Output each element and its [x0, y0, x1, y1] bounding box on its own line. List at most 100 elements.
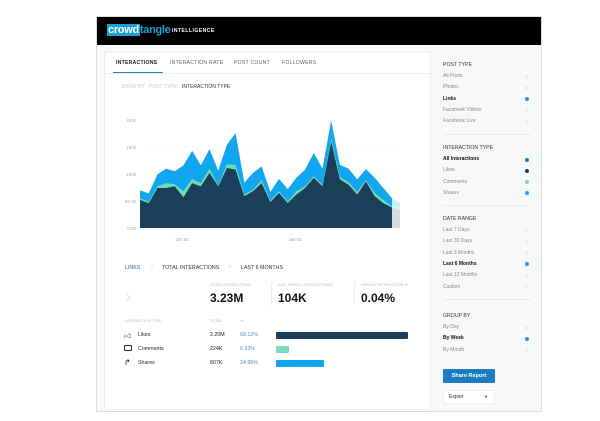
- metric-label: WEEKLY INTERACTION %: [361, 283, 408, 287]
- metric-label: TOTAL INTERACTIONS: [210, 283, 252, 287]
- row-total: 224K: [210, 346, 223, 352]
- breadcrumb-separator: ›: [151, 264, 153, 270]
- show-by-interaction-type[interactable]: INTERACTION TYPE: [182, 84, 231, 90]
- y-tick: 200k: [126, 118, 136, 123]
- row-name: Shares: [138, 360, 155, 366]
- filter-by-week[interactable]: By Week: [443, 335, 464, 342]
- metric-value: 0.04%: [361, 291, 396, 305]
- filter-sidebar: [432, 52, 540, 410]
- radio-dot-icon[interactable]: [525, 168, 529, 173]
- show-by-label: SHOW BY: [121, 84, 145, 90]
- filter-all-interactions[interactable]: All Interactions: [443, 156, 480, 162]
- logo-part: tangle: [139, 24, 171, 36]
- radio-dot-icon[interactable]: [525, 97, 529, 102]
- x-tick: Jan 01: [288, 237, 302, 242]
- section-group-by-title: GROUP BY: [443, 313, 471, 319]
- section-date-range-title: DATE RANGE: [443, 216, 477, 222]
- radio-dot-icon[interactable]: [525, 119, 529, 124]
- breadcrumb-last-6-months[interactable]: LAST 6 MONTHS: [241, 265, 283, 271]
- column-header: INTERACTION TYPE: [125, 319, 162, 323]
- divider: [443, 298, 531, 300]
- filter-comments[interactable]: Comments: [443, 178, 468, 185]
- caret-down-icon: ▼: [484, 394, 488, 399]
- tab-interaction-rate[interactable]: INTERACTION RATE: [170, 60, 224, 66]
- metric-value: 3.23M: [210, 291, 244, 305]
- y-tick: 50.0k: [124, 199, 136, 204]
- share-report-button[interactable]: Share Report: [443, 369, 495, 383]
- breadcrumb-total-interactions[interactable]: TOTAL INTERACTIONS: [162, 265, 220, 271]
- metric-value: 104K: [278, 291, 307, 305]
- filter-facebook-live[interactable]: Facebook Live: [443, 118, 476, 125]
- metric-label: AVG. WEEKLY INTERACTIONS: [278, 283, 333, 287]
- tab-post-count[interactable]: POST COUNT: [234, 60, 270, 66]
- filter-last-6-months[interactable]: Last 6 Months: [443, 260, 477, 267]
- filter-by-month[interactable]: By Month: [443, 346, 465, 353]
- tab-followers[interactable]: FOLLOWERS: [282, 60, 317, 66]
- main-panel: [104, 52, 431, 410]
- breadcrumb-separator: ›: [229, 264, 231, 270]
- row-total: 807K: [210, 360, 223, 366]
- show-by-post-type[interactable]: POST TYPE: [149, 84, 177, 90]
- divider: [354, 282, 355, 306]
- radio-dot-icon[interactable]: [525, 180, 529, 185]
- app-name: INTELLIGENCE: [172, 28, 215, 34]
- y-tick: 0.00: [127, 226, 136, 231]
- comment-icon: [124, 345, 132, 351]
- radio-dot-icon[interactable]: [525, 74, 529, 79]
- thumbs-up-icon: 👍︎: [124, 333, 132, 340]
- row-percent: 6.93%: [240, 346, 256, 352]
- filter-last-3-months[interactable]: Last 3 Months: [443, 249, 475, 256]
- column-header: %: [240, 319, 244, 323]
- radio-dot-icon[interactable]: [525, 325, 529, 330]
- section-interaction-type-title: INTERACTION TYPE: [443, 145, 494, 151]
- filter-photos[interactable]: Photos: [443, 84, 459, 91]
- comments-bar: [276, 346, 290, 353]
- radio-dot-icon[interactable]: [525, 251, 529, 256]
- row-total: 2.20M: [210, 332, 225, 338]
- divider: [271, 282, 272, 306]
- filter-last-30-days[interactable]: Last 30 Days: [443, 238, 473, 245]
- radio-dot-icon[interactable]: [525, 85, 529, 90]
- top-bar: [97, 17, 541, 45]
- filter-custom[interactable]: Custom: [443, 283, 461, 290]
- radio-dot-icon[interactable]: [525, 285, 529, 289]
- filter-likes[interactable]: Likes: [443, 167, 455, 174]
- radio-dot-icon[interactable]: [525, 228, 529, 233]
- active-tab-indicator: [113, 72, 163, 74]
- row-percent: 68.12%: [240, 332, 258, 338]
- radio-dot-icon[interactable]: [525, 336, 529, 341]
- export-label: Export: [449, 394, 464, 400]
- filter-last-12-months[interactable]: Last 12 Months: [443, 272, 478, 279]
- filter-links[interactable]: Links: [443, 95, 457, 102]
- breadcrumb-links[interactable]: LINKS: [125, 265, 141, 271]
- filter-all-posts[interactable]: All Posts: [443, 73, 463, 79]
- row-percent: 24.95%: [240, 360, 258, 366]
- radio-dot-icon[interactable]: [525, 157, 529, 162]
- chevron-right-icon[interactable]: ›: [124, 283, 132, 308]
- share-arrow-icon: ↱: [124, 358, 131, 367]
- radio-dot-icon[interactable]: [525, 262, 529, 267]
- filter-by-day[interactable]: By Day: [443, 324, 460, 330]
- crowdtangle-logo[interactable]: crowdtangle: [107, 24, 171, 36]
- likes-area: [140, 141, 392, 228]
- export-dropdown[interactable]: Export ▼: [443, 390, 495, 404]
- radio-dot-icon[interactable]: [525, 273, 529, 278]
- tab-interactions[interactable]: INTERACTIONS: [116, 60, 158, 66]
- filter-shares[interactable]: Shares: [443, 189, 459, 196]
- radio-dot-icon[interactable]: [525, 239, 529, 244]
- radio-dot-icon[interactable]: [525, 108, 529, 113]
- likes-bar: [276, 332, 408, 339]
- filter-facebook-videos[interactable]: Facebook Videos: [443, 106, 482, 113]
- divider: [443, 133, 531, 135]
- section-post-type-title: POST TYPE: [443, 62, 472, 68]
- filter-last-7-days[interactable]: Last 7 Days: [443, 227, 470, 233]
- radio-dot-icon[interactable]: [525, 191, 529, 196]
- y-tick: 150k: [126, 145, 136, 150]
- radio-dot-icon[interactable]: [525, 348, 529, 353]
- column-header: TOTAL: [210, 319, 222, 323]
- y-tick: 100k: [126, 172, 136, 177]
- divider: [443, 205, 531, 207]
- row-name: Comments: [138, 346, 164, 352]
- row-name: Likes: [138, 332, 151, 338]
